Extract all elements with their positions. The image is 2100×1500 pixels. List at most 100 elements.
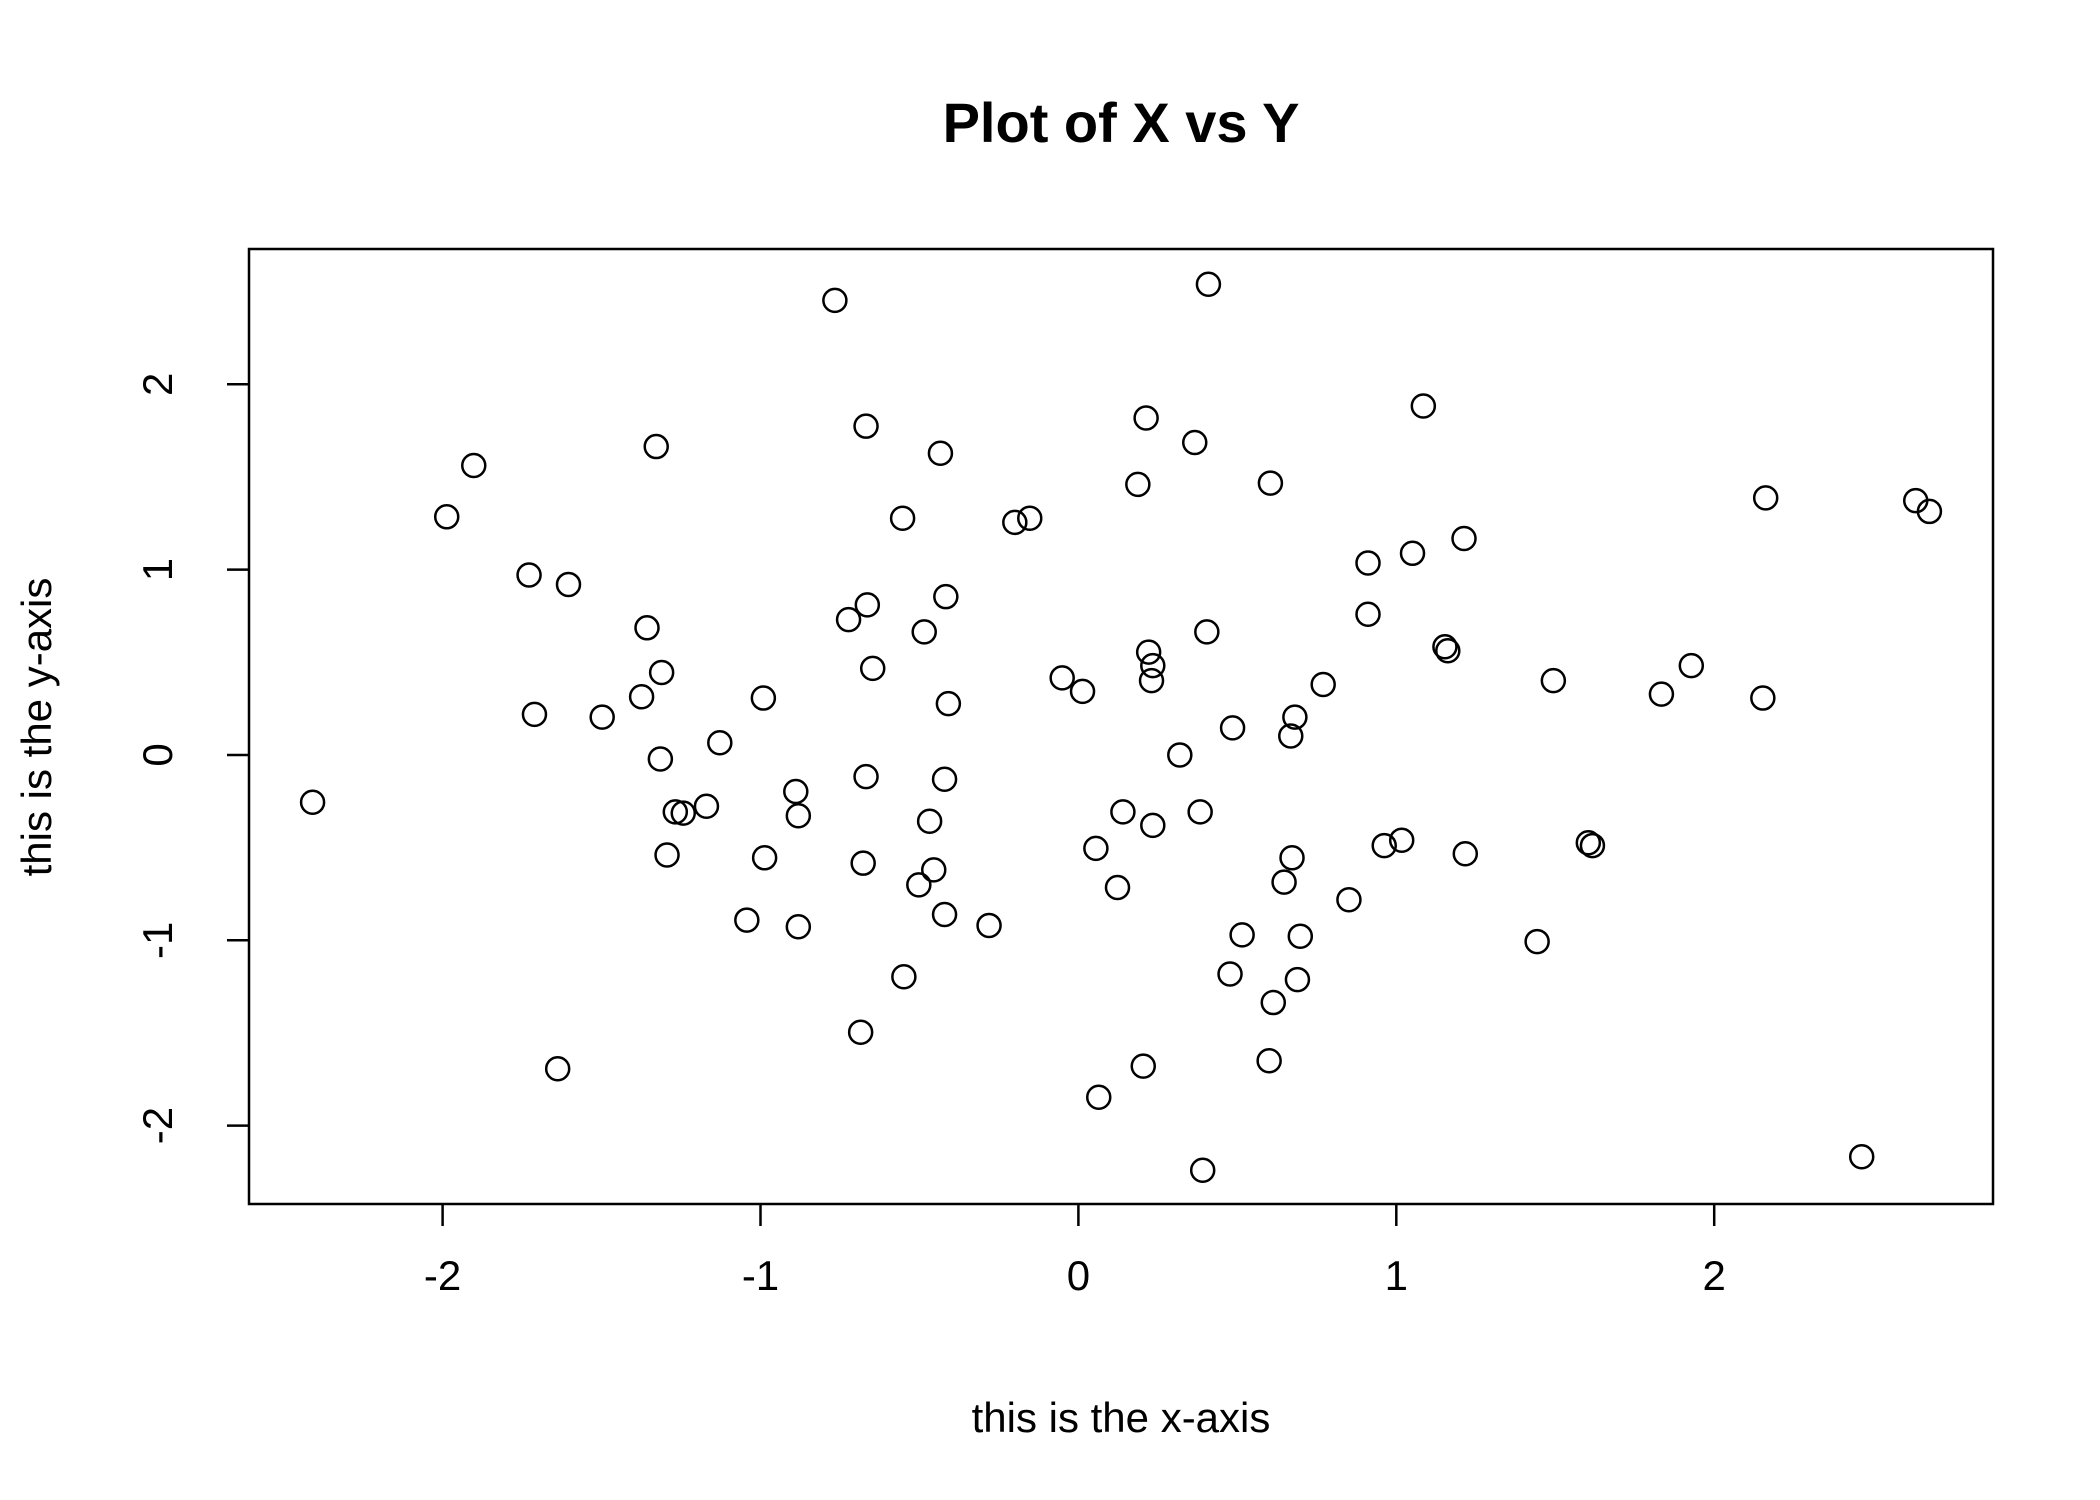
point: [1399, 540, 1426, 567]
point: [931, 766, 958, 792]
point: [1167, 742, 1193, 768]
point: [1279, 845, 1305, 871]
point: [1140, 812, 1166, 839]
plot-frame: [247, 247, 1995, 1206]
point: [634, 615, 660, 641]
point: [662, 799, 689, 825]
point: [1752, 485, 1779, 511]
point: [1260, 989, 1287, 1016]
point: [822, 287, 848, 314]
point: [1648, 681, 1675, 707]
point: [1284, 966, 1311, 993]
point: [1916, 498, 1943, 525]
point: [1435, 638, 1461, 664]
point: [853, 413, 879, 439]
point: [847, 1019, 874, 1045]
point: [921, 857, 947, 883]
point: [1451, 525, 1477, 552]
point: [850, 850, 876, 876]
point: [927, 440, 954, 466]
point: [1110, 799, 1136, 825]
point: [1125, 471, 1151, 498]
point: [1271, 869, 1297, 895]
point: [628, 684, 655, 710]
point: [935, 690, 962, 717]
point: [1410, 393, 1437, 419]
point: [1069, 678, 1096, 705]
y-tick-label: 0: [134, 743, 181, 766]
point: [1138, 667, 1165, 694]
point: [1049, 665, 1075, 691]
point: [1287, 923, 1314, 949]
point: [734, 907, 760, 933]
y-tick-label: -2: [134, 1107, 181, 1144]
point: [1355, 601, 1381, 628]
point: [906, 872, 932, 898]
y-tick-label: -1: [134, 922, 181, 959]
point: [976, 912, 1002, 939]
point: [544, 1055, 571, 1082]
point: [916, 808, 943, 835]
point: [1278, 723, 1304, 749]
point: [643, 433, 669, 460]
point: [1017, 505, 1043, 532]
point: [1257, 470, 1284, 496]
point: [1432, 633, 1458, 660]
point: [1140, 652, 1166, 679]
point: [1848, 1143, 1875, 1170]
point: [1194, 619, 1220, 645]
point: [1310, 671, 1336, 698]
point: [647, 746, 674, 772]
point: [1217, 961, 1243, 987]
point: [889, 505, 916, 532]
point: [751, 845, 778, 871]
point: [516, 562, 542, 588]
x-tick-label: -2: [424, 1252, 461, 1299]
point: [1540, 667, 1567, 694]
x-tick-label: 1: [1385, 1252, 1408, 1299]
point: [1524, 928, 1550, 955]
point: [785, 802, 812, 829]
point: [1452, 840, 1479, 867]
point: [693, 793, 720, 820]
point: [1336, 886, 1362, 913]
point: [1083, 835, 1109, 862]
point: [1678, 652, 1705, 679]
point: [1135, 639, 1162, 665]
x-tick-label: 2: [1703, 1252, 1726, 1299]
point: [1133, 405, 1159, 431]
point: [1104, 874, 1131, 901]
chart-title: Plot of X vs Y: [943, 91, 1300, 154]
point: [783, 778, 809, 805]
point: [785, 913, 812, 940]
point: [670, 800, 697, 826]
point: [707, 729, 733, 756]
y-tick-label: 1: [134, 558, 181, 581]
point: [854, 592, 881, 618]
point: [1219, 715, 1246, 741]
point: [750, 685, 777, 711]
point: [1130, 1053, 1157, 1079]
point: [299, 789, 326, 815]
point: [859, 655, 886, 682]
point: [835, 606, 862, 633]
point: [433, 504, 460, 530]
point: [589, 704, 615, 730]
point: [1182, 429, 1208, 456]
y-tick-label: 2: [134, 373, 181, 396]
point: [1189, 1157, 1216, 1184]
point: [1750, 685, 1776, 711]
x-tick-label: 0: [1067, 1252, 1090, 1299]
point: [1002, 509, 1028, 536]
point: [853, 763, 879, 790]
point: [1575, 830, 1602, 856]
y-axis-label: this is the y-axis: [13, 578, 60, 877]
point: [1256, 1047, 1282, 1074]
point: [654, 842, 680, 868]
point: [521, 701, 548, 728]
x-axis-label: this is the x-axis: [972, 1394, 1271, 1441]
point: [1579, 832, 1606, 859]
point: [461, 452, 487, 479]
point: [931, 901, 958, 928]
